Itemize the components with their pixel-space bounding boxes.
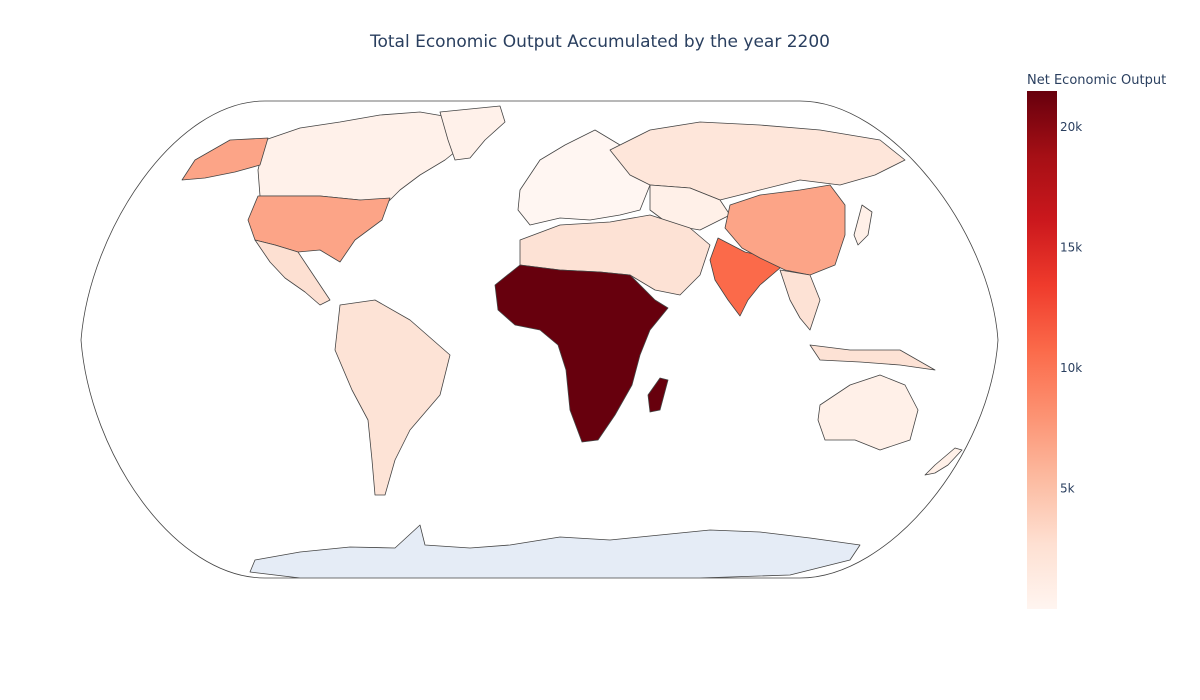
region-china[interactable] bbox=[724, 184, 846, 276]
colorbar-gradient bbox=[1027, 91, 1057, 609]
colorbar-tick-label: 10k bbox=[1060, 361, 1082, 375]
region-southeast-asia[interactable] bbox=[779, 269, 936, 371]
region-greenland[interactable] bbox=[439, 105, 506, 161]
region-japan[interactable] bbox=[853, 204, 873, 246]
region-antarctica[interactable] bbox=[249, 524, 861, 578]
colorbar-title: Net Economic Output bbox=[1027, 73, 1166, 88]
region-sub-saharan-africa[interactable] bbox=[494, 264, 669, 443]
region-new-zealand[interactable] bbox=[924, 447, 963, 476]
colorbar-tick-label: 5k bbox=[1060, 482, 1075, 496]
region-south-america[interactable] bbox=[334, 299, 451, 496]
region-madagascar[interactable] bbox=[647, 377, 669, 413]
colorbar-ticks: 5k 10k 15k 20k bbox=[1060, 120, 1082, 495]
chart-title: Total Economic Output Accumulated by the… bbox=[369, 32, 830, 52]
countries-layer bbox=[181, 105, 963, 578]
region-alaska[interactable] bbox=[181, 137, 269, 181]
region-australia[interactable] bbox=[817, 374, 919, 451]
region-central-asia[interactable] bbox=[649, 184, 731, 231]
colorbar: Net Economic Output 5k 10k 15k 20k bbox=[1027, 73, 1166, 609]
colorbar-tick-label: 20k bbox=[1060, 120, 1082, 134]
colorbar-tick-label: 15k bbox=[1060, 241, 1082, 255]
region-mexico[interactable] bbox=[254, 239, 331, 306]
